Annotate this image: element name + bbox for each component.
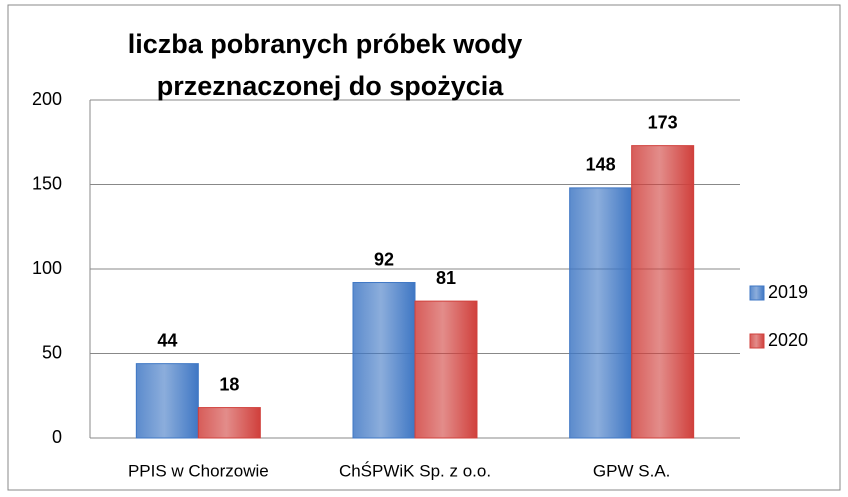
x-tick-label: ChŚPWiK Sp. z o.o. bbox=[339, 461, 491, 480]
bar bbox=[569, 187, 633, 439]
y-tick-label: 50 bbox=[42, 342, 62, 362]
data-label: 173 bbox=[648, 112, 678, 132]
bar bbox=[352, 282, 416, 439]
bar bbox=[414, 300, 478, 439]
x-tick-label: GPW S.A. bbox=[593, 461, 670, 480]
data-label: 81 bbox=[436, 268, 456, 288]
y-tick-label: 0 bbox=[52, 427, 62, 447]
x-tick-label: PPIS w Chorzowie bbox=[128, 461, 269, 480]
y-tick-label: 150 bbox=[32, 173, 62, 193]
bar bbox=[631, 145, 695, 439]
data-label: 148 bbox=[586, 155, 616, 175]
chart-title: liczba pobranych próbek wody bbox=[128, 29, 523, 59]
legend-label: 2020 bbox=[768, 330, 808, 350]
data-label: 92 bbox=[374, 249, 394, 269]
y-tick-label: 200 bbox=[32, 89, 62, 109]
legend-label: 2019 bbox=[768, 282, 808, 302]
legend-swatch bbox=[749, 285, 765, 301]
bar bbox=[135, 363, 199, 439]
legend-swatch bbox=[749, 333, 765, 349]
bar bbox=[197, 407, 261, 439]
chart-title: przeznaczonej do spożycia bbox=[157, 71, 505, 101]
data-label: 18 bbox=[219, 374, 239, 394]
y-tick-label: 100 bbox=[32, 258, 62, 278]
data-label: 44 bbox=[157, 330, 177, 350]
